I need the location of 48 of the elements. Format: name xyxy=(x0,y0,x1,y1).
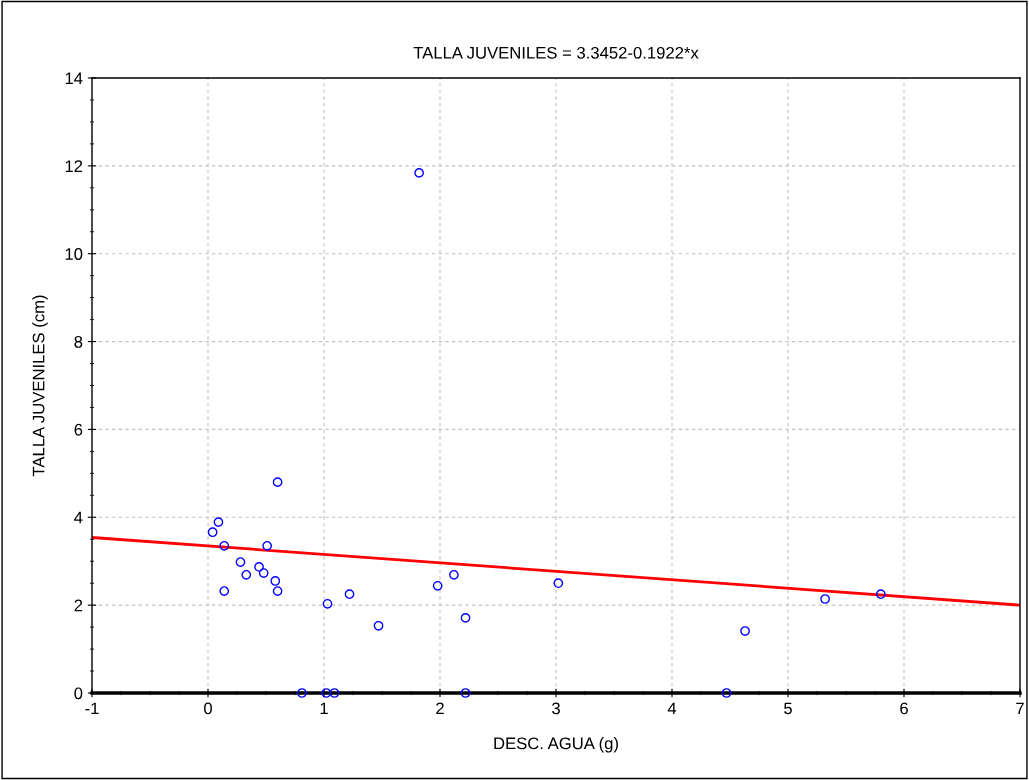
point xyxy=(322,598,333,609)
point xyxy=(373,620,384,631)
point xyxy=(297,688,307,698)
point xyxy=(272,586,283,596)
y-tick-label: 2 xyxy=(74,599,83,612)
y-tick-label: 6 xyxy=(74,423,83,436)
point xyxy=(219,540,230,551)
x-tick-label: 7 xyxy=(1016,702,1024,715)
x-tick-label: 4 xyxy=(667,702,677,715)
point xyxy=(213,517,224,527)
x-tick-label: 3 xyxy=(552,702,560,715)
point xyxy=(740,626,750,636)
x-tick-label: 5 xyxy=(784,702,792,715)
chart-title: TALLA JUVENILES = 3.3452-0.1922*x xyxy=(413,46,699,59)
x-tick-label: 6 xyxy=(900,702,908,715)
point xyxy=(272,477,283,488)
x-tick-label: 1 xyxy=(320,702,328,715)
point xyxy=(414,168,424,178)
y-tick-label: 4 xyxy=(74,511,83,524)
point xyxy=(432,580,443,591)
x-tick-label: 0 xyxy=(204,702,212,715)
point xyxy=(329,688,340,698)
point xyxy=(875,589,886,600)
point xyxy=(270,576,281,586)
point xyxy=(721,688,732,698)
point xyxy=(449,569,459,580)
y-axis-title: TALLA JUVENILES (cm) xyxy=(32,295,48,477)
point xyxy=(241,569,252,580)
y-tick-label: 10 xyxy=(65,248,83,260)
y-tick-label: 12 xyxy=(65,160,83,172)
x-tick-label: 2 xyxy=(436,702,444,715)
point xyxy=(460,613,471,623)
point xyxy=(553,578,564,589)
y-tick-label: 14 xyxy=(65,72,83,85)
point xyxy=(321,688,332,698)
point xyxy=(219,586,230,596)
x-tick-label: -1 xyxy=(85,702,99,715)
point xyxy=(820,594,830,604)
point xyxy=(460,688,471,698)
point xyxy=(254,562,264,572)
y-tick-label: 0 xyxy=(74,687,83,700)
point xyxy=(235,557,246,567)
point xyxy=(262,540,273,551)
point xyxy=(258,568,269,578)
y-tick-label: 8 xyxy=(74,335,83,348)
point xyxy=(207,527,218,538)
x-axis-title: DESC. AGUA (g) xyxy=(494,737,618,753)
point xyxy=(344,589,355,600)
